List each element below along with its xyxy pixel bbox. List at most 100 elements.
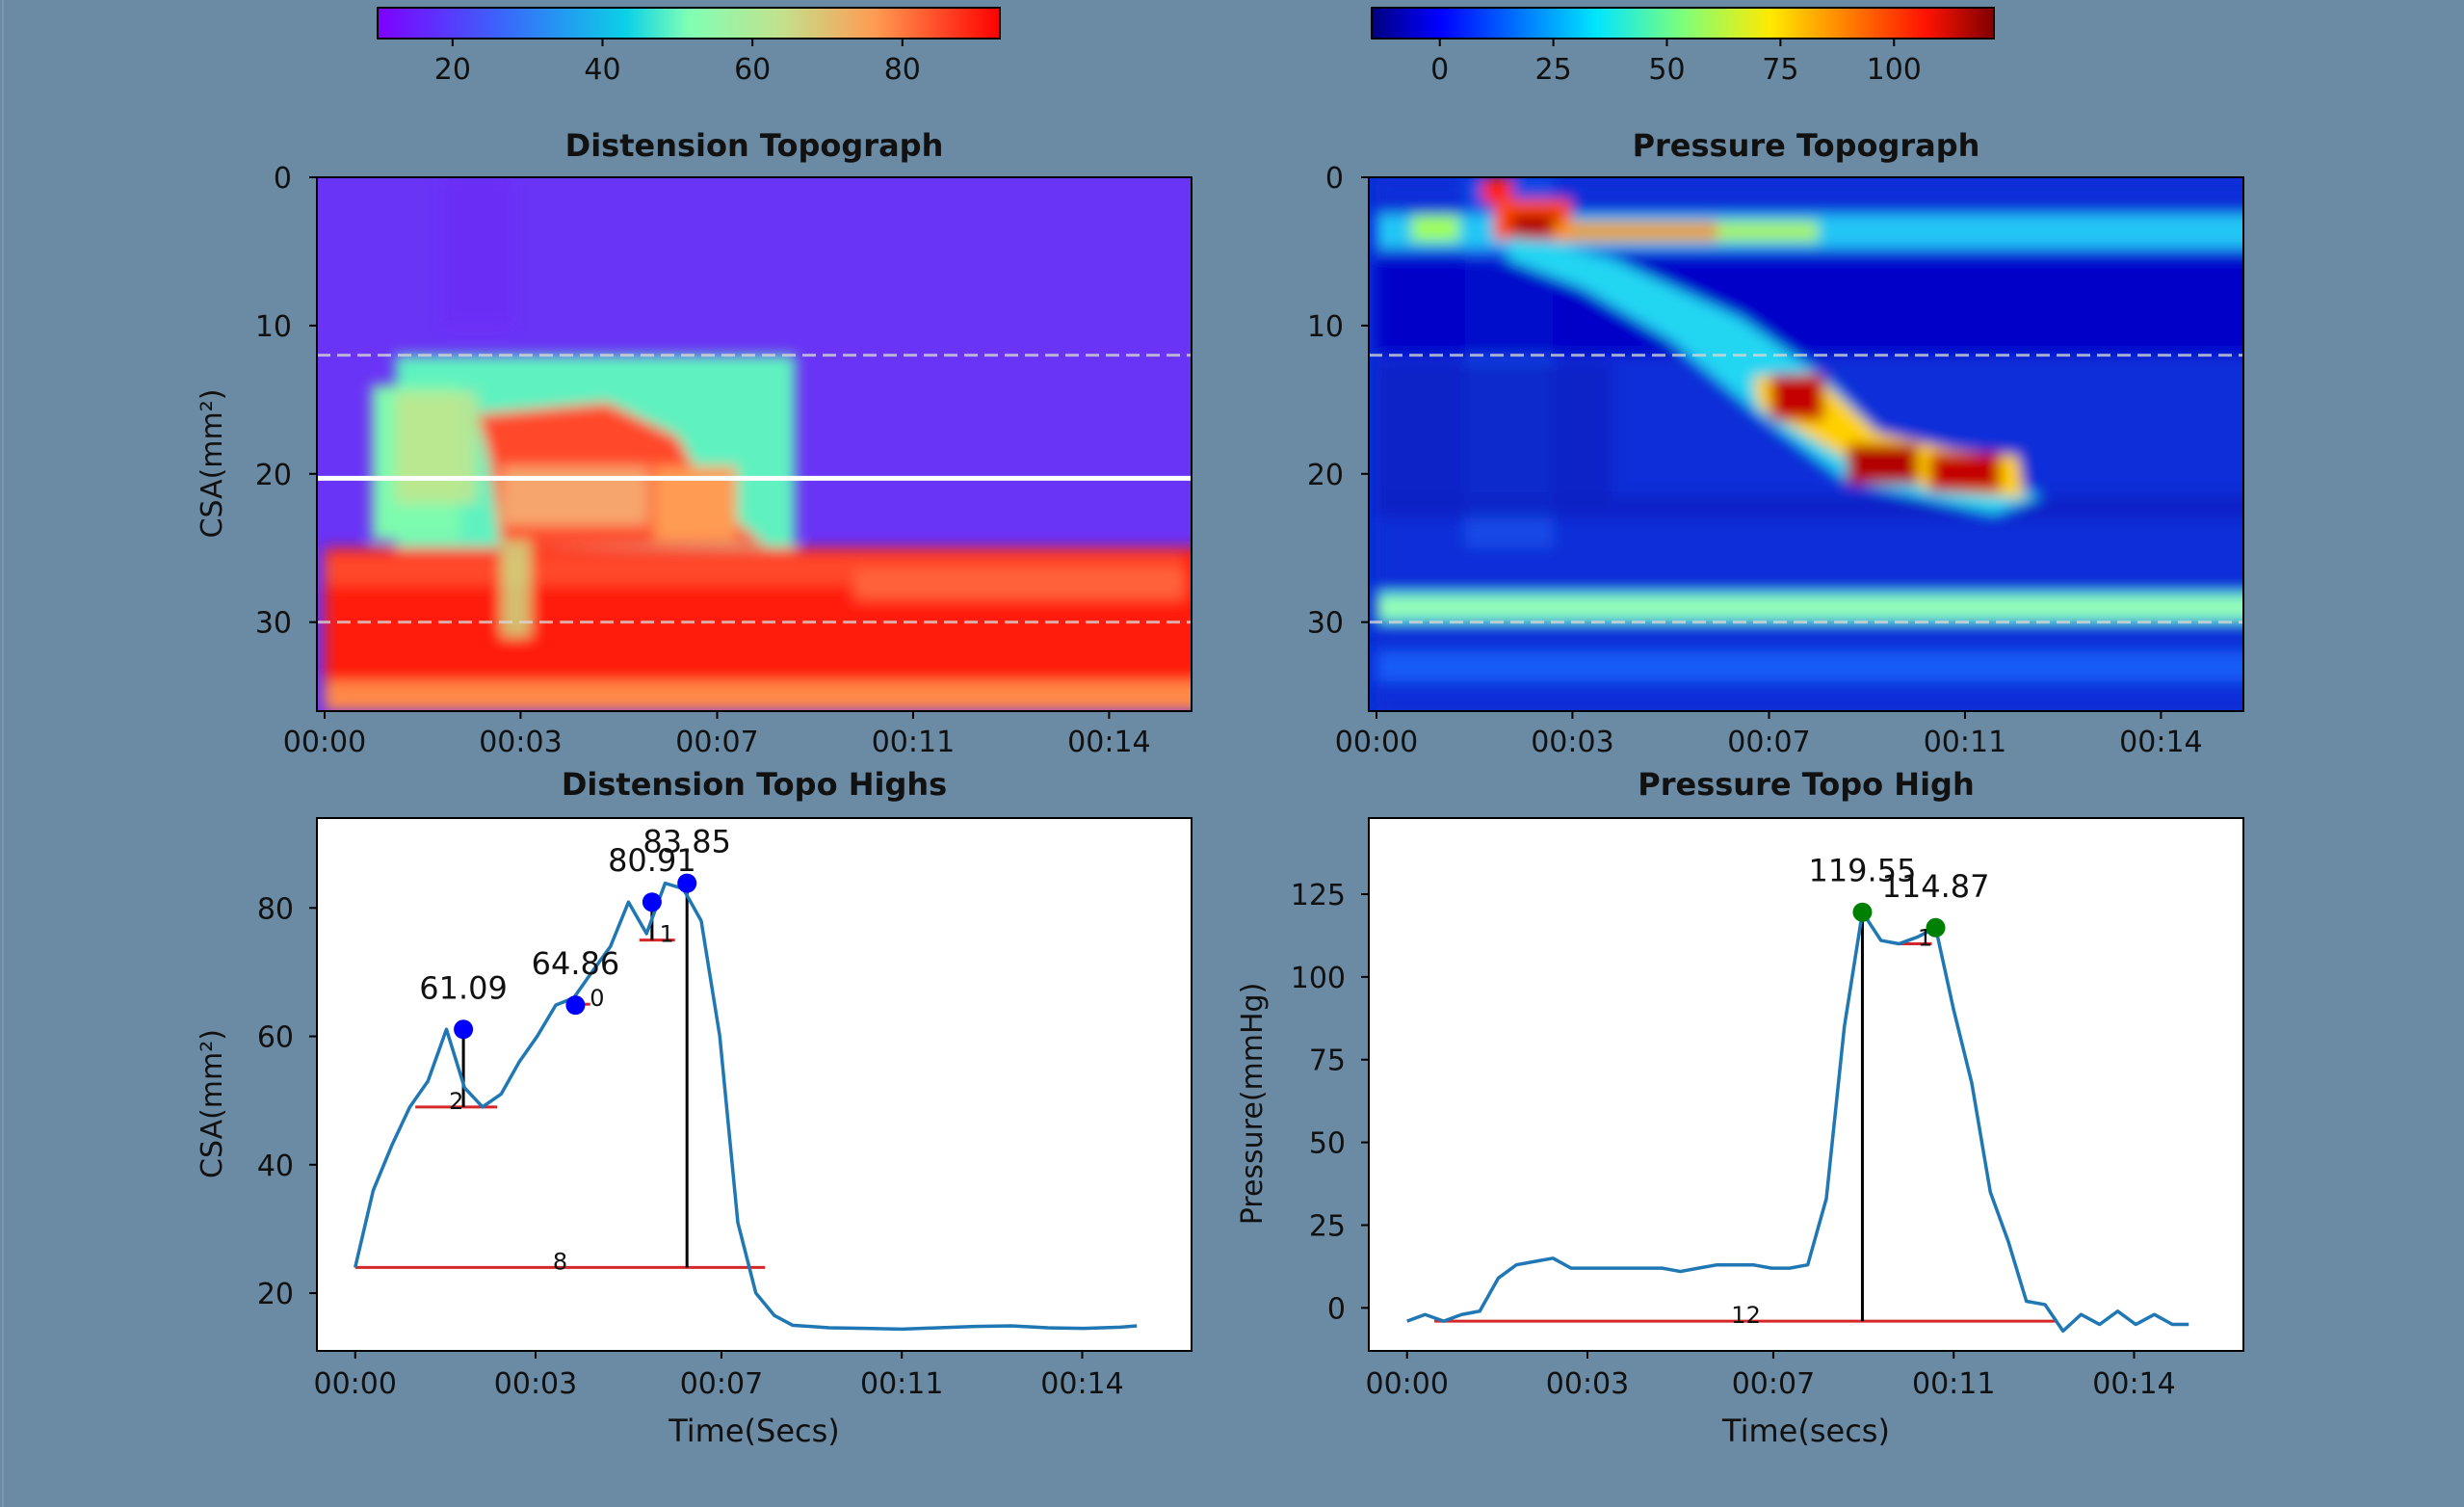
x-tick-label: 00:14	[1040, 1367, 1123, 1401]
y-tick-label: 0	[1327, 1292, 1346, 1326]
base-line-label: 12	[1731, 1302, 1761, 1329]
y-tick-label: 80	[257, 892, 294, 926]
peak-label: 114.87	[1882, 868, 1990, 905]
heat-region	[1929, 453, 2001, 492]
x-tick-label: 00:11	[872, 726, 955, 759]
x-axis-label: Time(secs)	[1721, 1413, 1890, 1449]
chart-title: Pressure Topo High	[1638, 766, 1974, 803]
x-tick-label: 00:07	[1732, 1367, 1815, 1401]
x-tick-label: 00:11	[1912, 1367, 1995, 1401]
x-tick-label: 00:03	[1531, 726, 1613, 759]
y-tick-label: 60	[257, 1021, 294, 1055]
colorbar-tick-label: 0	[1430, 53, 1449, 87]
pressure-colorbar	[1371, 7, 1995, 40]
x-tick-label: 00:03	[494, 1367, 577, 1401]
colorbar-tick-label: 75	[1762, 53, 1798, 87]
y-tick-label: 100	[1291, 962, 1346, 995]
x-tick-label: 00:03	[1546, 1367, 1629, 1401]
series-line	[1406, 910, 2189, 1334]
x-tick-label: 00:14	[1067, 726, 1150, 759]
x-tick-label: 00:00	[1365, 1367, 1448, 1401]
plot-area	[1369, 818, 2243, 1351]
colorbar-tick-label: 25	[1535, 53, 1572, 87]
plot-content	[354, 873, 1138, 1332]
peak-marker	[642, 892, 662, 912]
plot-frame	[316, 817, 1193, 1352]
heat-region	[1376, 599, 2243, 615]
series-line	[354, 881, 1138, 1332]
heat-region	[1481, 177, 1512, 203]
y-axis-label: CSA(mm²)	[196, 1029, 229, 1178]
x-tick-label: 00:14	[2092, 1367, 2175, 1401]
heatmap-blur-layer	[1376, 177, 2243, 711]
base-line-label: 2	[449, 1088, 463, 1115]
heatmap-blur-layer	[325, 177, 1192, 711]
colorbar-tick-label: 80	[884, 53, 921, 87]
heat-region	[1553, 222, 1718, 242]
x-axis-label: Time(Secs)	[668, 1413, 840, 1449]
peak-marker	[565, 995, 586, 1016]
y-tick-label: 20	[1307, 459, 1344, 492]
y-tick-label: 0	[1325, 162, 1344, 196]
heat-region	[1511, 214, 1560, 237]
y-tick-label: 20	[257, 1278, 294, 1311]
chart-title: Pressure Topograph	[1633, 127, 1980, 164]
peak-label: 119.55	[1808, 853, 1916, 889]
heat-region	[1411, 216, 1459, 242]
plot-content	[1406, 902, 2189, 1334]
window-edge	[2, 0, 4, 1507]
heat-region	[1376, 362, 1612, 504]
y-tick-label: 75	[1309, 1044, 1346, 1078]
chart-title: Distension Topo Highs	[562, 766, 947, 803]
x-tick-label: 00:00	[283, 726, 366, 759]
plot-frame	[1368, 817, 2244, 1352]
heat-region	[853, 569, 1184, 600]
colorbar-tick-label: 100	[1867, 53, 1922, 87]
peak-marker	[1852, 902, 1873, 922]
heatmap-frame	[316, 176, 1193, 712]
y-axis-label: Pressure(mmHg)	[1236, 983, 1270, 1226]
heat-region	[1376, 651, 2243, 682]
x-tick-label: 00:11	[860, 1367, 943, 1401]
peak-marker	[1926, 917, 1946, 938]
y-axis-label: CSA(mm²)	[196, 389, 229, 539]
y-tick-label: 30	[255, 607, 292, 641]
colorbar-tick-label: 20	[434, 53, 471, 87]
x-tick-label: 00:07	[680, 1367, 763, 1401]
x-tick-label: 00:14	[2119, 726, 2202, 759]
heat-region	[1770, 374, 1824, 421]
heatmap-frame	[1368, 176, 2244, 712]
heat-region	[1717, 222, 1819, 242]
base-line-label: 0	[590, 985, 604, 1012]
distension-heatmap	[317, 177, 1192, 711]
pressure-heatmap	[1369, 177, 2243, 711]
heat-region	[395, 392, 478, 504]
colorbar-tick-label: 50	[1648, 53, 1685, 87]
peak-label: 61.09	[419, 969, 508, 1006]
heat-region	[1847, 444, 1919, 485]
peak-marker	[454, 1019, 474, 1040]
colorbar-tick-label: 60	[734, 53, 771, 87]
base-line-label: 8	[553, 1248, 567, 1275]
y-tick-label: 25	[1309, 1209, 1346, 1243]
x-tick-label: 00:03	[479, 726, 562, 759]
base-line-label: 1	[660, 921, 674, 948]
y-tick-label: 10	[1307, 310, 1344, 344]
heat-region	[1376, 495, 2243, 518]
y-tick-label: 50	[1309, 1127, 1346, 1161]
heat-region	[325, 681, 1192, 711]
x-tick-label: 00:00	[1335, 726, 1418, 759]
y-tick-label: 125	[1291, 879, 1346, 912]
x-tick-label: 00:07	[675, 726, 758, 759]
y-tick-label: 30	[1307, 607, 1344, 641]
peak-marker	[677, 873, 697, 893]
x-tick-label: 00:11	[1924, 726, 2006, 759]
colorbar-tick-label: 40	[584, 53, 620, 87]
chart-title: Distension Topograph	[565, 127, 944, 164]
y-tick-label: 20	[255, 459, 292, 492]
peak-label: 64.86	[532, 945, 620, 982]
heat-region	[442, 177, 513, 326]
plot-area	[317, 818, 1192, 1351]
heat-region	[1376, 258, 2243, 356]
